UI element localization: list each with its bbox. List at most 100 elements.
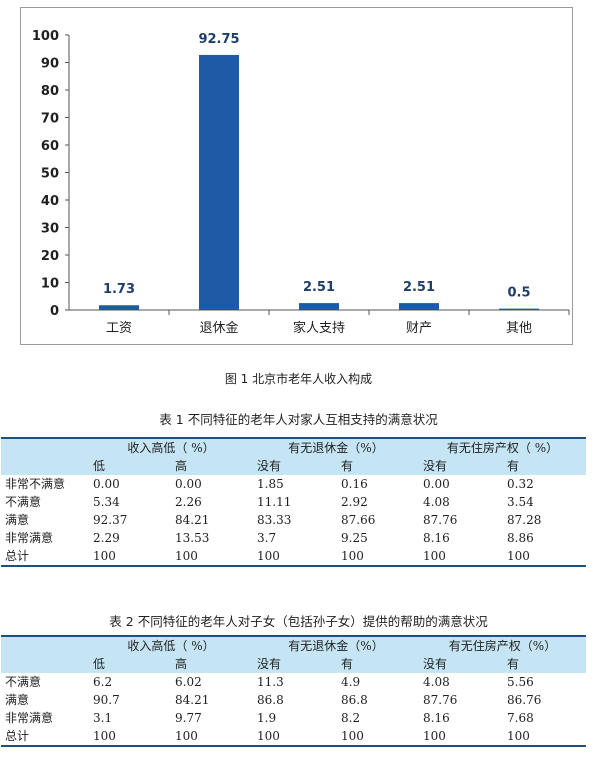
table-subheader-row: 低高没有有没有有 [1, 457, 586, 475]
table-cell: 8.2 [341, 711, 361, 725]
bar [299, 303, 339, 310]
table-cell: 86.8 [341, 693, 368, 707]
table-cell: 2.26 [175, 495, 202, 509]
bar [499, 308, 539, 310]
table-cell: 9.77 [175, 711, 202, 725]
table-cell: 100 [503, 727, 586, 747]
table-row: 满意 90.7 84.21 86.8 86.8 87.76 86.76 [1, 691, 586, 709]
table-header-row: 收入高低（ %） 有无退休金（%） 有无住房产权（%） [1, 635, 586, 655]
group-header: 收入高低（ %） [89, 635, 253, 655]
table-row: 非常满意 2.29 13.53 3.7 9.25 8.16 8.86 [1, 529, 586, 547]
table-row: 不满意 5.34 2.26 11.11 2.92 4.08 3.54 [1, 493, 586, 511]
y-tick-label: 40 [41, 194, 59, 209]
table-cell: 0.32 [507, 477, 534, 491]
table-cell: 100 [503, 547, 586, 567]
table-cell: 4.9 [341, 675, 361, 689]
table-cell: 100 [89, 547, 171, 567]
bar-chart: 0 10 20 30 40 50 60 70 80 90 100 1.73 工资 92.75 退休金 2.51… [20, 7, 573, 345]
sub-header: 有 [503, 655, 586, 673]
table-cell: 0.00 [423, 477, 450, 491]
row-label: 满意 [5, 513, 30, 527]
sub-header: 低 [89, 457, 171, 475]
table-cell: 87.66 [341, 513, 376, 527]
x-category-label: 工资 [106, 321, 132, 336]
table-cell: 6.02 [175, 675, 202, 689]
x-category-label: 财产 [406, 321, 432, 336]
table-cell: 4.08 [423, 495, 450, 509]
table-cell: 8.86 [507, 531, 534, 545]
y-tick-label: 60 [41, 139, 59, 154]
table-cell: 86.8 [257, 693, 284, 707]
group-header: 有无住房产权（ %） [419, 437, 586, 457]
row-label: 非常不满意 [5, 477, 66, 491]
y-tick-label: 10 [41, 277, 59, 292]
y-tick-label: 50 [41, 167, 59, 182]
table-cell: 92.37 [93, 513, 128, 527]
table-cell: 87.28 [507, 513, 542, 527]
y-tick-label: 80 [41, 84, 59, 99]
table-subheader-row: 低高没有有没有有 [1, 655, 586, 673]
table-cell: 87.76 [423, 693, 458, 707]
sub-header: 高 [171, 457, 253, 475]
table-cell: 11.3 [257, 675, 284, 689]
table-cell: 100 [337, 727, 419, 747]
bar [199, 54, 239, 310]
table-cell: 8.16 [423, 711, 450, 725]
y-tick-label: 0 [50, 304, 59, 319]
table-cell: 100 [171, 727, 253, 747]
table-cell: 7.68 [507, 711, 534, 725]
table-cell: 4.08 [423, 675, 450, 689]
table-cell: 8.16 [423, 531, 450, 545]
bar [399, 303, 439, 310]
table-header-row: 收入高低（ %） 有无退休金（%） 有无住房产权（ %） [1, 437, 586, 457]
table-cell: 11.11 [257, 495, 292, 509]
table-cell: 2.29 [93, 531, 120, 545]
y-tick-label: 20 [41, 249, 59, 264]
row-label: 满意 [5, 693, 30, 707]
figure-caption: 图 1 北京市老年人收入构成 [224, 372, 373, 386]
table-cell: 2.92 [341, 495, 368, 509]
x-category-label: 家人支持 [293, 320, 345, 336]
data-label: 1.73 [103, 282, 135, 297]
group-header: 有无退休金（%） [253, 437, 419, 457]
chart-svg: 0 10 20 30 40 50 60 70 80 90 100 1.73 工资 92.75 退休金 2.51… [32, 29, 570, 336]
x-category-label: 退休金 [199, 320, 238, 336]
table-cell: 9.25 [341, 531, 368, 545]
y-tick-label: 70 [41, 112, 59, 127]
table2: 收入高低（ %） 有无退休金（%） 有无住房产权（%）低高没有有没有有不满意 6.2 6… [1, 635, 586, 747]
table-cell: 0.00 [175, 477, 202, 491]
table-cell: 6.2 [93, 675, 113, 689]
table-cell: 13.53 [175, 531, 210, 545]
row-label: 非常满意 [5, 531, 54, 545]
group-header: 有无退休金（%） [253, 635, 419, 655]
header-corner [1, 437, 89, 457]
table-cell: 100 [337, 547, 419, 567]
table-cell: 5.56 [507, 675, 534, 689]
row-label: 总计 [1, 547, 89, 567]
sub-header: 有 [503, 457, 586, 475]
table-row: 满意 92.37 84.21 83.33 87.66 87.76 87.28 [1, 511, 586, 529]
table-cell: 100 [419, 727, 503, 747]
table-cell: 0.00 [93, 477, 120, 491]
table-cell: 86.76 [507, 693, 542, 707]
table-cell: 100 [171, 547, 253, 567]
table-row: 不满意 6.2 6.02 11.3 4.9 4.08 5.56 [1, 673, 586, 691]
x-category-label: 其他 [506, 321, 532, 336]
sub-header: 没有 [419, 655, 503, 673]
table-cell: 100 [419, 547, 503, 567]
table-cell: 5.34 [93, 495, 120, 509]
row-label: 不满意 [5, 495, 42, 509]
sub-header: 没有 [253, 457, 337, 475]
table-cell: 0.16 [341, 477, 368, 491]
table-cell: 3.7 [257, 531, 277, 545]
table-row: 非常满意 3.1 9.77 1.9 8.2 8.16 7.68 [1, 709, 586, 727]
table-row: 总计 100 100 100 100 100 100 [1, 727, 586, 747]
bar [99, 305, 139, 310]
y-tick-label: 30 [41, 222, 59, 237]
sub-header: 有 [337, 655, 419, 673]
header-corner [1, 655, 89, 673]
table-cell: 3.54 [507, 495, 534, 509]
table-cell: 1.9 [257, 711, 277, 725]
sub-header: 有 [337, 457, 419, 475]
table-cell: 100 [253, 547, 337, 567]
